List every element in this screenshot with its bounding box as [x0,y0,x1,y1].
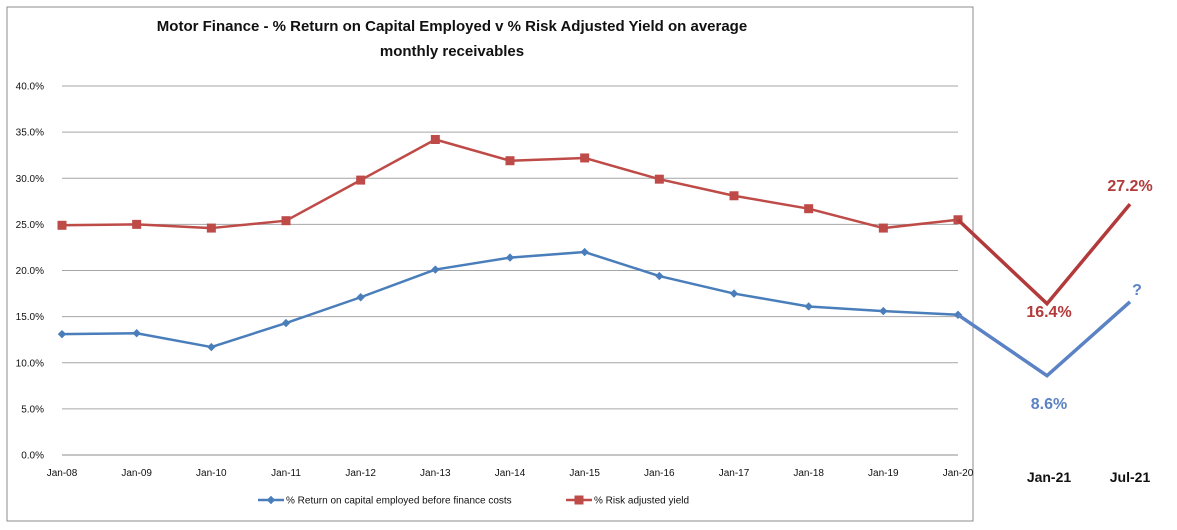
data-point-yield [804,204,814,214]
legend-label-yield: % Risk adjusted yield [594,496,689,507]
data-point-yield [878,223,888,233]
y-tick-label: 0.0% [21,451,44,462]
y-tick-label: 10.0% [16,358,44,369]
x-tick-label: Jan-15 [569,468,600,479]
chart-title-line-1: Motor Finance - % Return on Capital Empl… [157,18,747,35]
data-point-roce [580,247,589,257]
data-point-roce [281,318,291,328]
legend: % Return on capital employed before fina… [258,495,689,507]
data-point-roce [132,329,141,338]
x-axis-tick-labels: Jan-08 Jan-09 Jan-10 Jan-11 Jan-12 Jan-13 Jan-… [47,468,974,479]
x-tick-label: Jan-13 [420,468,451,479]
data-point-roce [879,306,888,316]
y-tick-label: 5.0% [21,404,44,415]
x-tick-label: Jan-20 [943,468,974,479]
legend-marker-yield [574,495,584,505]
extension-label-yield: 16.4% [1026,304,1071,321]
data-point-yield [356,175,366,185]
data-point-yield [505,156,515,166]
data-point-roce [729,289,739,298]
extension-layer: 16.4% 27.2% 8.6%? Jan-21 Jul-21 [956,178,1153,485]
legend-label-roce: % Return on capital employed before fina… [286,496,512,507]
x-tick-label: Jan-17 [719,468,750,479]
data-point-yield [57,220,67,230]
y-axis-tick-labels: 0.0% 5.0% 10.0% 15.0% 20.0% 25.0% 30.0% 35.0% 40… [16,82,44,462]
y-tick-label: 35.0% [16,128,44,139]
y-tick-label: 20.0% [16,266,44,277]
x-tick-label: Jan-16 [644,468,675,479]
x-tick-label: Jan-14 [495,468,526,479]
extension-line-roce [957,300,1132,378]
x-tick-label: Jan-08 [47,468,78,479]
chart-title-line-2: monthly receivables [380,43,524,60]
series-layer [57,135,963,352]
data-point-roce [655,271,664,281]
data-point-yield [281,216,291,226]
extension-label-yield: 27.2% [1107,178,1152,195]
x-tick-label: Jan-19 [868,468,899,479]
extension-x-label: Jul-21 [1110,469,1151,485]
data-point-yield [729,191,739,201]
x-tick-label: Jan-18 [793,468,824,479]
data-point-yield [580,153,590,163]
extension-label-roce: ? [1132,282,1142,299]
data-point-roce [356,293,365,302]
chart-frame [6,6,974,522]
data-point-yield [430,135,440,145]
data-point-yield [132,219,142,229]
data-point-roce [431,265,440,274]
data-point-roce [804,302,813,311]
extension-label-roce: 8.6% [1031,396,1067,413]
data-point-roce [505,253,515,262]
y-tick-label: 30.0% [16,174,44,185]
data-point-roce [207,342,216,352]
data-point-yield [206,223,216,233]
x-tick-label: Jan-12 [345,468,376,479]
y-tick-label: 40.0% [16,82,44,93]
extension-line-yield [956,202,1132,307]
extension-x-label: Jan-21 [1027,469,1072,485]
x-tick-label: Jan-11 [271,468,301,479]
data-point-yield [654,174,664,184]
x-tick-label: Jan-09 [121,468,152,479]
legend-marker-roce [266,495,276,505]
y-tick-label: 25.0% [16,220,44,231]
y-tick-label: 15.0% [16,312,44,323]
x-tick-label: Jan-10 [196,468,227,479]
data-point-roce [57,329,67,339]
